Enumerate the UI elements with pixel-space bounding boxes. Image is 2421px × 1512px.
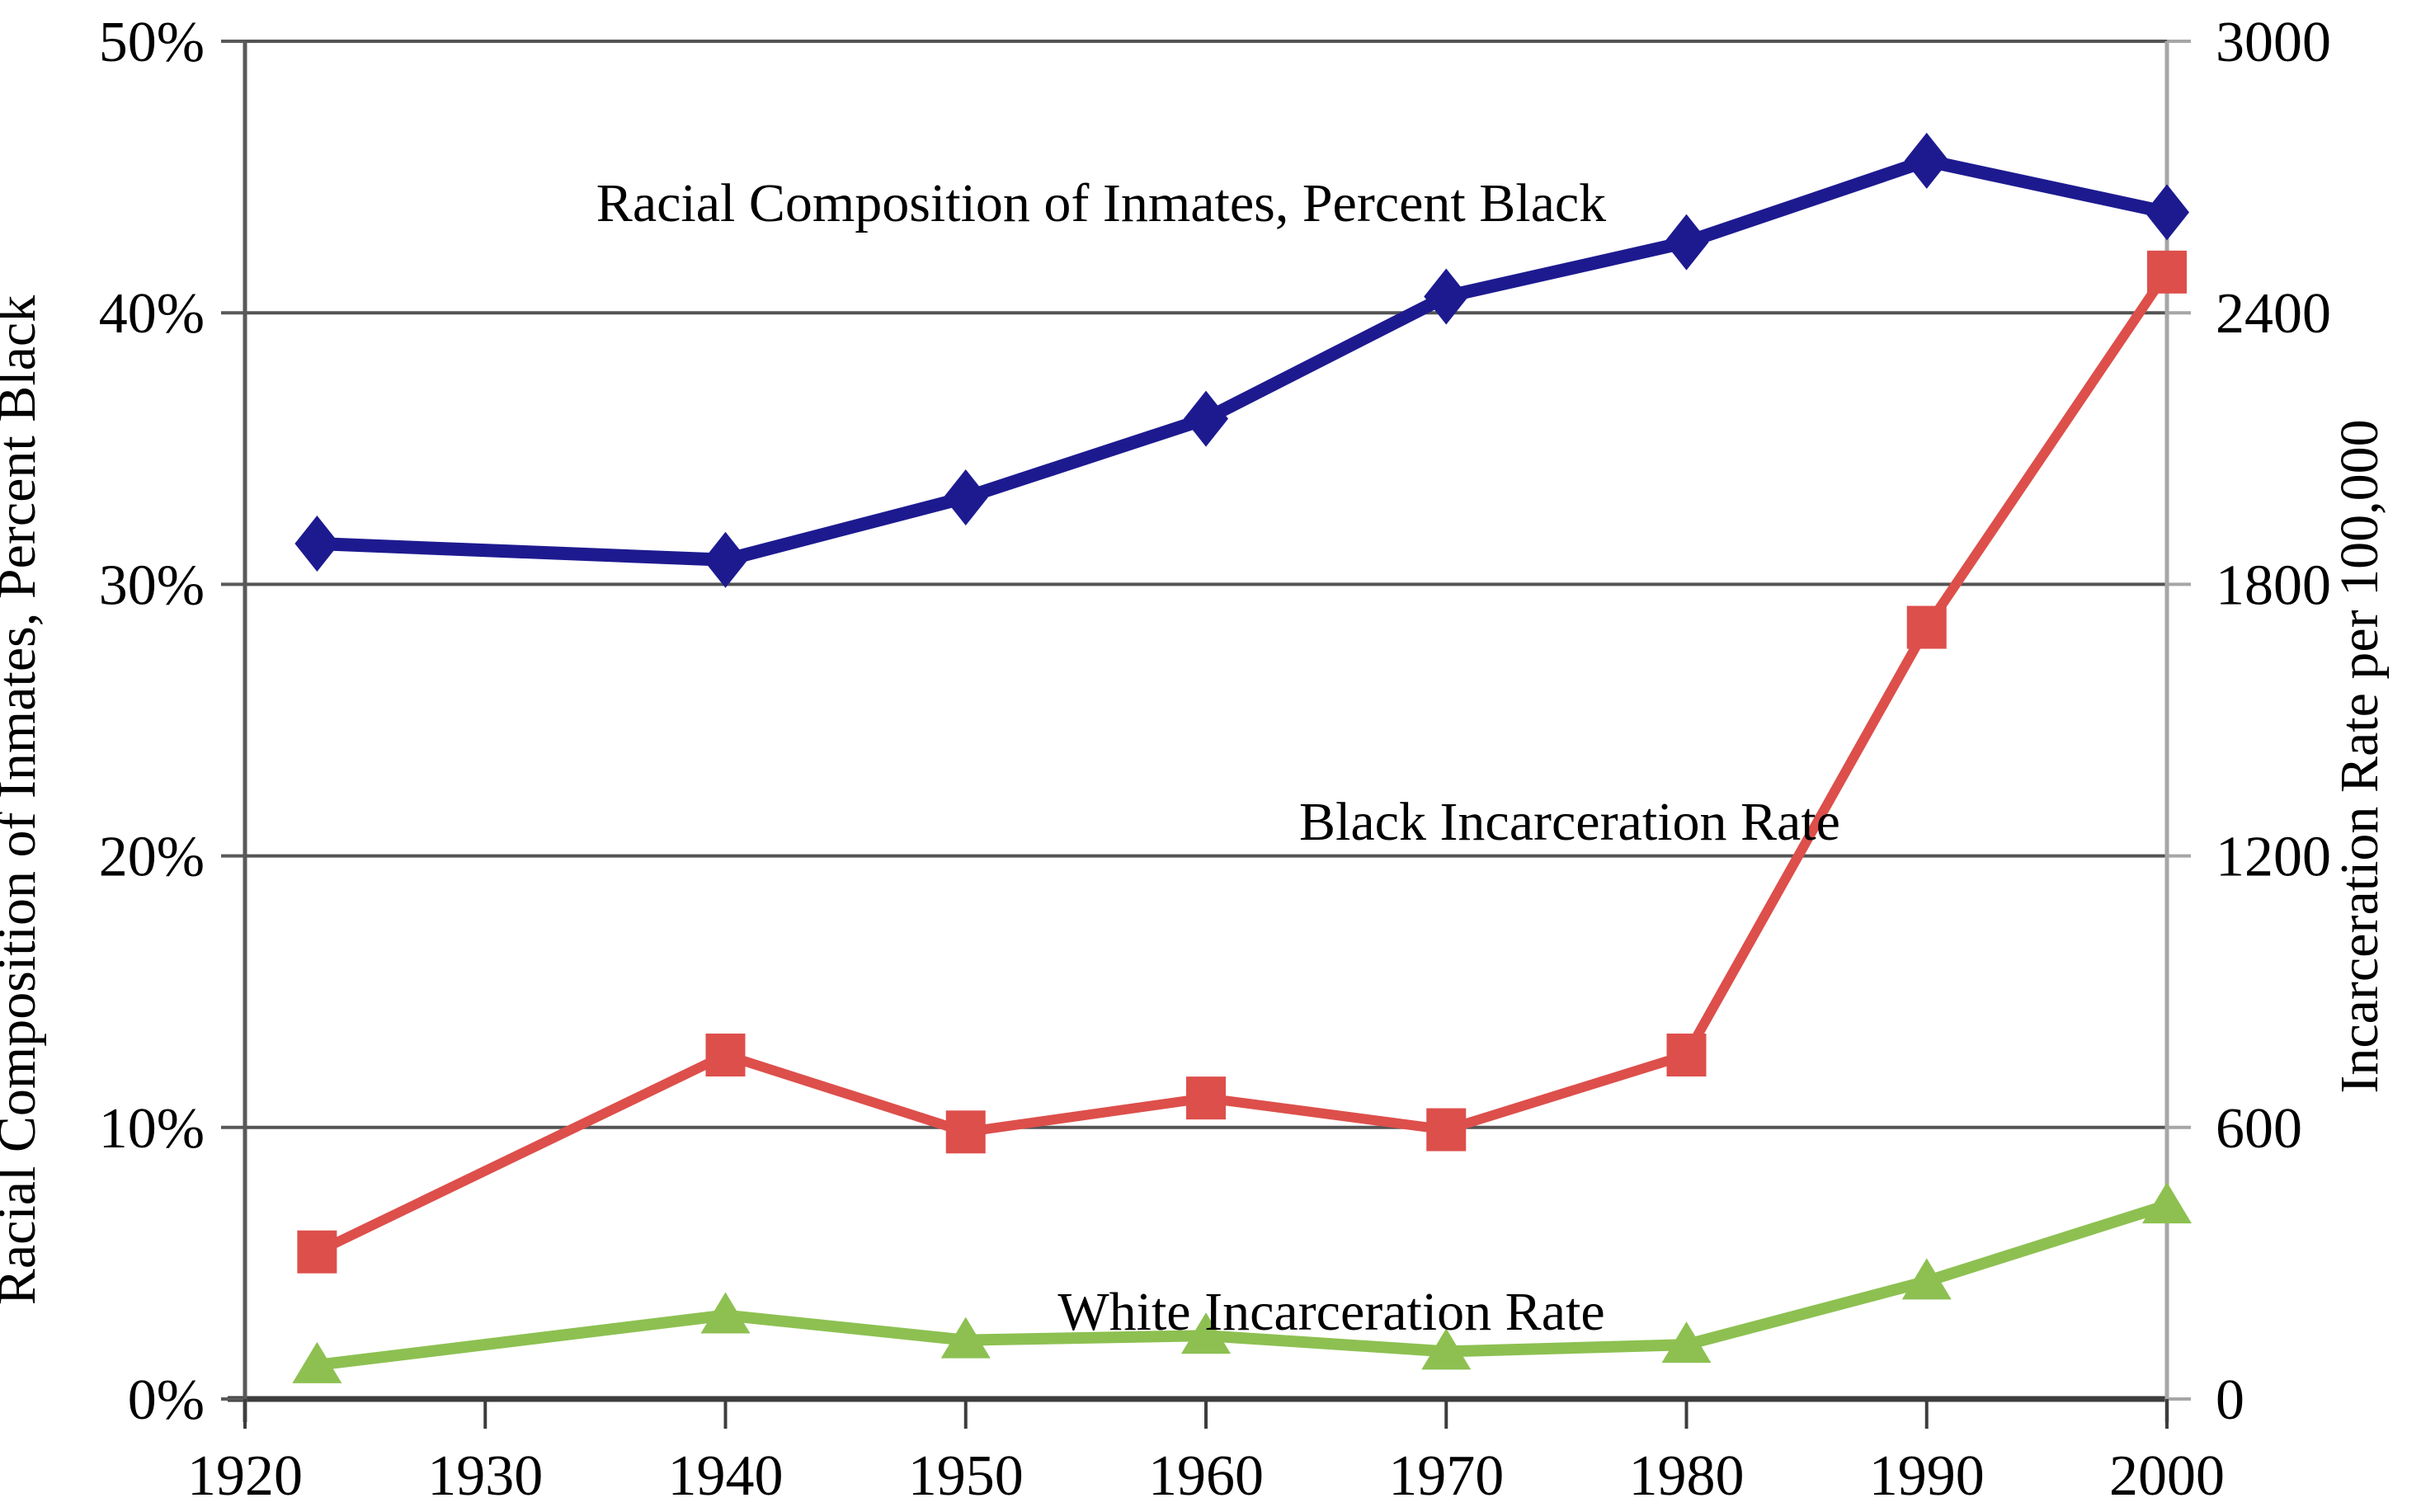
x-tick-label: 1950	[908, 1444, 1024, 1508]
right-axis-tick-label: 0	[2216, 1368, 2244, 1432]
right-axis-tick-label: 3000	[2216, 11, 2331, 74]
left-axis-title: Racial Composition of Inmates, Percent B…	[0, 295, 47, 1305]
square-marker	[1666, 1034, 1707, 1077]
right-axis-tick-label: 1200	[2216, 826, 2331, 889]
diamond-marker	[703, 531, 748, 588]
right-axis-tick-label: 2400	[2216, 282, 2331, 346]
x-tick-label: 2000	[2109, 1444, 2225, 1508]
diamond-marker	[1184, 390, 1228, 447]
right-axis-title: Incarceration Rate per 100,000	[2329, 419, 2390, 1093]
square-series-line	[314, 269, 2171, 1257]
axes	[221, 40, 2191, 1429]
series-diamond	[294, 132, 2189, 588]
triangle-marker	[1901, 1258, 1952, 1300]
square-marker	[945, 1110, 986, 1154]
triangle-marker	[1421, 1328, 1472, 1370]
triangle-series-line	[316, 1199, 2169, 1371]
square-marker	[297, 1230, 337, 1274]
x-tick-label: 1980	[1629, 1444, 1745, 1508]
right-axis-tick-labels: 0 600 1200 1800 2400 3000	[2216, 11, 2331, 1432]
diamond-marker	[1904, 132, 1949, 189]
square-marker	[705, 1034, 746, 1077]
diamond-series-line	[317, 153, 2169, 567]
gridlines	[245, 40, 2167, 1129]
x-tick-label: 1990	[1869, 1444, 1985, 1508]
triangle-marker	[2142, 1182, 2192, 1224]
right-axis-tick-label: 1800	[2216, 553, 2331, 617]
square-marker	[2147, 250, 2187, 294]
x-tick-label: 1920	[187, 1444, 303, 1508]
left-axis-tick-label: 20%	[99, 826, 205, 889]
triangle-marker	[700, 1292, 751, 1334]
triangle-marker	[1181, 1312, 1231, 1354]
square-marker	[1426, 1108, 1467, 1152]
left-axis-tick-labels: 0% 10% 20% 30% 40% 50%	[99, 11, 205, 1432]
triangle-marker	[940, 1317, 991, 1359]
annotation-black-rate: Black Incarceration Rate	[1299, 792, 1840, 852]
x-axis-labels: 1920 1930 1940 1950 1960 1970 1980 1990 2000	[187, 1444, 2225, 1508]
left-axis-tick-label: 50%	[99, 11, 205, 74]
square-marker	[1186, 1076, 1226, 1120]
left-axis-tick-label: 10%	[99, 1097, 205, 1161]
series-triangle	[292, 1182, 2192, 1383]
series-square	[297, 250, 2187, 1274]
x-tick-label: 1930	[427, 1444, 543, 1508]
right-axis-tick-label: 600	[2216, 1097, 2302, 1161]
left-axis-tick-label: 0%	[128, 1368, 205, 1432]
left-axis-tick-label: 30%	[99, 553, 205, 617]
x-tick-label: 1960	[1148, 1444, 1264, 1508]
diamond-marker	[943, 469, 988, 526]
left-axis-tick-label: 40%	[99, 282, 205, 346]
x-tick-label: 1970	[1388, 1444, 1504, 1508]
diamond-marker	[294, 516, 340, 572]
triangle-marker	[292, 1341, 342, 1383]
series-lines	[292, 132, 2192, 1383]
annotation-white-rate: White Incarceration Rate	[1057, 1282, 1604, 1342]
diamond-marker	[1664, 214, 1709, 271]
annotation-percent-black: Racial Composition of Inmates, Percent B…	[596, 173, 1606, 233]
square-marker	[1906, 605, 1947, 649]
triangle-marker	[1661, 1321, 1712, 1364]
diamond-marker	[1424, 268, 1469, 325]
diamond-marker	[2145, 184, 2189, 241]
x-tick-label: 1940	[668, 1444, 784, 1508]
